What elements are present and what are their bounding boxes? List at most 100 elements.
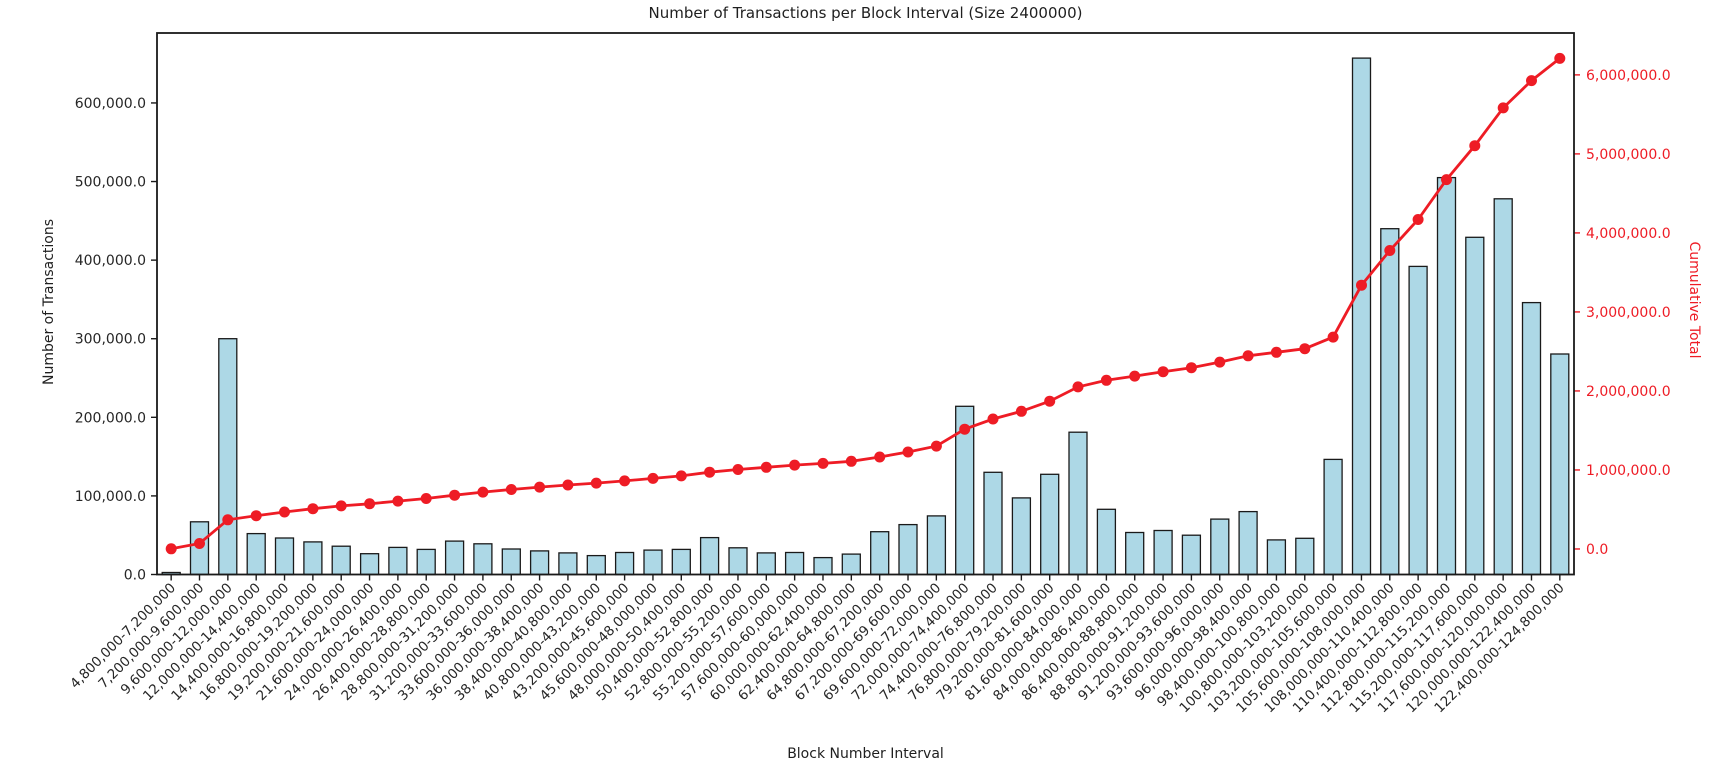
bar bbox=[1125, 531, 1145, 576]
line-marker bbox=[1441, 174, 1452, 186]
line-marker bbox=[675, 470, 687, 482]
bar bbox=[1096, 508, 1117, 576]
bar bbox=[1380, 228, 1400, 576]
bar bbox=[303, 541, 323, 576]
chart-title: Number of Transactions per Block Interva… bbox=[648, 4, 1083, 22]
line-marker bbox=[874, 451, 886, 463]
line-marker bbox=[1157, 366, 1169, 378]
bar bbox=[728, 547, 748, 576]
line-marker bbox=[1100, 374, 1112, 386]
line-marker bbox=[1185, 362, 1197, 374]
left-tick-label: 0.0 bbox=[124, 568, 146, 584]
line-marker bbox=[307, 503, 319, 515]
line-marker bbox=[1072, 381, 1084, 393]
line-marker bbox=[619, 475, 631, 487]
line-marker bbox=[902, 446, 914, 458]
bar bbox=[1068, 431, 1088, 576]
line-marker bbox=[959, 423, 971, 435]
line-marker bbox=[250, 510, 262, 522]
bar bbox=[926, 515, 947, 576]
line-marker bbox=[1270, 346, 1282, 358]
line-marker bbox=[1299, 343, 1311, 355]
bar bbox=[501, 548, 521, 576]
bar bbox=[586, 554, 606, 576]
left-tick-label: 200,000.0 bbox=[75, 410, 146, 426]
bar bbox=[1153, 529, 1173, 576]
line-marker bbox=[505, 484, 517, 495]
bar bbox=[246, 532, 266, 576]
bar bbox=[331, 545, 351, 576]
line-marker bbox=[817, 457, 829, 469]
bar bbox=[1351, 57, 1372, 576]
line-marker bbox=[930, 440, 942, 452]
bar bbox=[614, 551, 635, 576]
line-marker bbox=[1129, 370, 1141, 382]
bar bbox=[699, 536, 720, 576]
line-marker bbox=[534, 481, 546, 493]
line-marker bbox=[789, 459, 801, 471]
bar bbox=[1295, 537, 1315, 576]
bar bbox=[1550, 353, 1570, 576]
right-tick-label: 2,000,000.0 bbox=[1586, 384, 1671, 400]
line-marker bbox=[1497, 102, 1509, 114]
right-tick-label: 6,000,000.0 bbox=[1586, 68, 1671, 84]
bar bbox=[1040, 473, 1060, 576]
line-marker bbox=[449, 489, 461, 501]
line-marker bbox=[1526, 75, 1537, 87]
line-marker bbox=[364, 498, 376, 510]
bar bbox=[813, 556, 833, 576]
bar bbox=[218, 338, 238, 576]
bar bbox=[1266, 539, 1287, 576]
bar bbox=[870, 531, 890, 576]
bar bbox=[784, 551, 805, 576]
right-tick-label: 0.0 bbox=[1586, 542, 1608, 558]
right-tick-label: 5,000,000.0 bbox=[1586, 147, 1671, 163]
left-tick-label: 400,000.0 bbox=[75, 253, 146, 269]
line-marker bbox=[562, 479, 574, 491]
left-tick-label: 600,000.0 bbox=[75, 96, 146, 112]
line-marker bbox=[1015, 405, 1027, 417]
line-marker bbox=[1044, 395, 1056, 407]
bar bbox=[898, 523, 918, 576]
bar bbox=[1011, 497, 1032, 576]
bar bbox=[1238, 510, 1258, 576]
line-marker bbox=[477, 486, 489, 498]
line-marker bbox=[1242, 350, 1254, 362]
left-tick-label: 100,000.0 bbox=[75, 489, 146, 505]
left-tick-label: 500,000.0 bbox=[75, 175, 146, 191]
bar bbox=[529, 550, 550, 576]
plot-border bbox=[156, 32, 1575, 576]
bar bbox=[359, 553, 380, 576]
right-tick-label: 4,000,000.0 bbox=[1586, 226, 1671, 242]
line-marker bbox=[1384, 245, 1396, 256]
line-marker bbox=[590, 477, 602, 489]
bar bbox=[1493, 198, 1513, 576]
line-marker bbox=[1214, 356, 1226, 368]
line-marker bbox=[1327, 331, 1339, 343]
bar bbox=[558, 552, 578, 576]
bar bbox=[1408, 265, 1428, 576]
line-marker bbox=[647, 472, 659, 484]
bar bbox=[983, 471, 1003, 576]
bar bbox=[1436, 176, 1457, 576]
line-marker bbox=[1554, 52, 1566, 64]
line-marker bbox=[760, 461, 772, 473]
bar bbox=[1521, 301, 1542, 576]
bar bbox=[1465, 236, 1485, 576]
bar bbox=[274, 537, 295, 576]
line-marker bbox=[335, 500, 347, 512]
bar bbox=[473, 543, 493, 576]
line-marker bbox=[704, 466, 716, 478]
bar bbox=[643, 549, 663, 576]
line-marker bbox=[987, 413, 999, 425]
bar bbox=[1181, 534, 1202, 576]
line-marker bbox=[1356, 279, 1367, 291]
line-marker bbox=[194, 538, 205, 549]
line-marker bbox=[165, 543, 177, 555]
line-marker bbox=[845, 455, 857, 467]
right-tick-label: 1,000,000.0 bbox=[1586, 463, 1671, 479]
bar bbox=[671, 548, 691, 576]
bar bbox=[388, 546, 408, 576]
line-marker bbox=[1469, 140, 1481, 152]
